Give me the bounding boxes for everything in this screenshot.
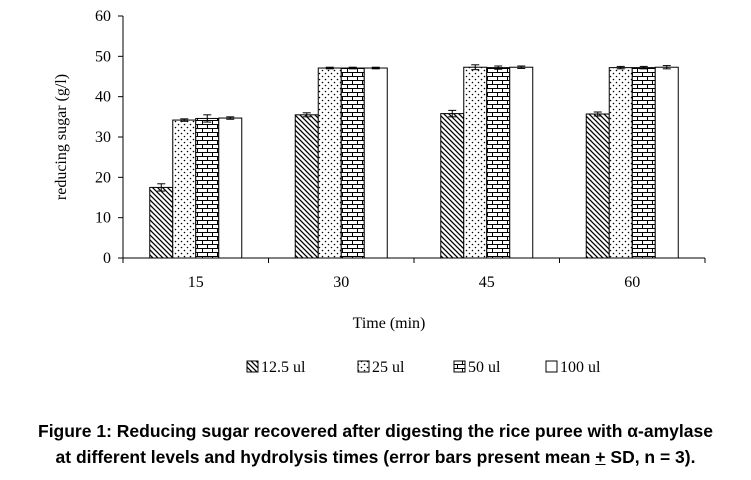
y-tick-label: 10	[95, 210, 111, 227]
bar	[440, 113, 465, 259]
caption-line-1: Figure 1: Reducing sugar recovered after…	[38, 421, 713, 441]
figure-caption: Figure 1: Reducing sugar recovered after…	[0, 418, 751, 470]
y-tick-label: 50	[95, 48, 111, 65]
x-tick-label: 15	[188, 274, 204, 291]
bar-chart: 0 10 20 30 40 50 60 15 30 45 60 Time (min) reducing …	[53, 8, 706, 376]
y-tick-label: 0	[103, 250, 111, 267]
bar	[340, 67, 365, 259]
bar	[486, 67, 511, 259]
legend-swatch	[246, 360, 259, 373]
y-tick-label: 30	[95, 129, 111, 146]
bar	[654, 66, 679, 259]
bar	[363, 67, 388, 259]
legend-label: 12.5 ul	[261, 359, 306, 376]
bar	[218, 117, 243, 259]
x-tick-label: 60	[624, 274, 640, 291]
legend-label: 25 ul	[372, 359, 405, 376]
bar	[172, 119, 197, 259]
bar	[149, 186, 174, 259]
bar	[509, 66, 534, 259]
y-tick-label: 40	[95, 89, 111, 106]
legend-swatch	[545, 360, 558, 373]
bar	[195, 117, 220, 259]
legend-label: 50 ul	[468, 359, 501, 376]
bar	[585, 113, 610, 259]
legend-label: 100 ul	[560, 359, 601, 376]
bar	[294, 114, 319, 259]
x-tick-label: 30	[333, 274, 349, 291]
legend-swatch	[453, 360, 466, 373]
x-axis-title: Time (min)	[353, 315, 426, 332]
x-tick-label: 45	[479, 274, 495, 291]
y-tick-label: 60	[95, 8, 111, 25]
y-axis-title: reducing sugar (g/l)	[53, 74, 70, 200]
caption-line-2-text: at different levels and hydrolysis times…	[55, 447, 696, 467]
legend-swatch	[357, 360, 370, 373]
bar	[608, 67, 633, 259]
bar	[317, 67, 342, 259]
plus-minus-sign: +	[595, 447, 606, 467]
y-tick-label: 20	[95, 169, 111, 186]
bar	[463, 66, 488, 259]
caption-line-2: at different levels and hydrolysis times…	[0, 444, 751, 470]
bar	[631, 67, 656, 259]
